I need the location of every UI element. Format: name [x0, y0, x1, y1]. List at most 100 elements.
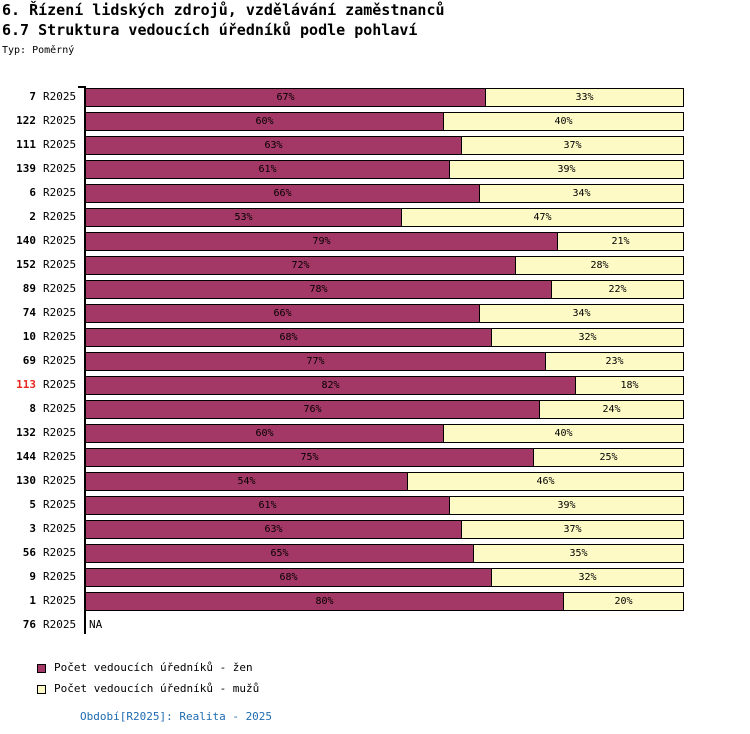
bar-segment-women[interactable]: 80% [85, 592, 564, 611]
chart-row[interactable]: 152 R2025 72% 28% [0, 254, 750, 278]
page-subtitle: 6.7 Struktura vedoucích úředníků podle p… [2, 21, 418, 39]
row-code-label: 130 [16, 474, 36, 487]
bar-segment-men[interactable]: 40% [443, 112, 684, 131]
row-code-label: 10 [22, 330, 36, 343]
chart-row[interactable]: 69 R2025 77% 23% [0, 350, 750, 374]
chart-row[interactable]: 3 R2025 63% 37% [0, 518, 750, 542]
bar-segment-men[interactable]: 46% [407, 472, 684, 491]
bar-segment-men[interactable]: 20% [563, 592, 684, 611]
row-period-label: R2025 [43, 498, 77, 511]
row-period-label: R2025 [43, 378, 77, 391]
bar-segment-women[interactable]: 68% [85, 568, 492, 587]
bar-segment-women[interactable]: 60% [85, 424, 444, 443]
chart-row[interactable]: 130 R2025 54% 46% [0, 470, 750, 494]
chart-row[interactable]: 113 R2025 82% 18% [0, 374, 750, 398]
legend-color-swatch [37, 685, 46, 694]
row-code-label: 122 [16, 114, 36, 127]
bar-segment-women[interactable]: 72% [85, 256, 516, 275]
bar-segment-women[interactable]: 54% [85, 472, 408, 491]
bar-segment-men[interactable]: 24% [539, 400, 684, 419]
bar-segment-men[interactable]: 37% [461, 520, 684, 539]
stacked-bar-track: 72% 28% [85, 256, 684, 275]
stacked-bar-track: 76% 24% [85, 400, 684, 419]
bar-segment-women[interactable]: 77% [85, 352, 546, 371]
bar-segment-women[interactable]: 63% [85, 136, 462, 155]
bar-segment-women[interactable]: 76% [85, 400, 540, 419]
bar-segment-women[interactable]: 82% [85, 376, 576, 395]
chart-row[interactable]: 76 R2025 NA [0, 614, 750, 638]
row-code-label: 69 [22, 354, 36, 367]
bar-segment-men[interactable]: 35% [473, 544, 684, 563]
row-period-label: R2025 [43, 90, 77, 103]
bar-segment-women[interactable]: 65% [85, 544, 474, 563]
chart-row[interactable]: 74 R2025 66% 34% [0, 302, 750, 326]
bar-segment-women[interactable]: 61% [85, 496, 450, 515]
bar-segment-men[interactable]: 32% [491, 568, 684, 587]
bar-segment-men[interactable]: 34% [479, 184, 684, 203]
bar-segment-women[interactable]: 78% [85, 280, 552, 299]
bar-segment-men[interactable]: 32% [491, 328, 684, 347]
row-code-label: 6 [29, 186, 36, 199]
row-period-label: R2025 [43, 138, 77, 151]
chart-row[interactable]: 10 R2025 68% 32% [0, 326, 750, 350]
bar-segment-women[interactable]: 63% [85, 520, 462, 539]
bar-segment-men[interactable]: 22% [551, 280, 684, 299]
chart-row[interactable]: 56 R2025 65% 35% [0, 542, 750, 566]
row-code-label: 7 [29, 90, 36, 103]
bar-segment-men[interactable]: 39% [449, 160, 684, 179]
bar-segment-men[interactable]: 37% [461, 136, 684, 155]
row-code-label: 132 [16, 426, 36, 439]
stacked-bar-track: 68% 32% [85, 568, 684, 587]
bar-segment-men[interactable]: 40% [443, 424, 684, 443]
row-code-label: 56 [22, 546, 36, 559]
page-title: 6. Řízení lidských zdrojů, vzdělávání za… [2, 1, 445, 19]
chart-row[interactable]: 144 R2025 75% 25% [0, 446, 750, 470]
row-period-label: R2025 [43, 162, 77, 175]
chart-row[interactable]: 111 R2025 63% 37% [0, 134, 750, 158]
chart-row[interactable]: 139 R2025 61% 39% [0, 158, 750, 182]
chart-row[interactable]: 122 R2025 60% 40% [0, 110, 750, 134]
chart-row[interactable]: 8 R2025 76% 24% [0, 398, 750, 422]
chart-row[interactable]: 140 R2025 79% 21% [0, 230, 750, 254]
bar-segment-women[interactable]: 75% [85, 448, 534, 467]
stacked-bar-track: 79% 21% [85, 232, 684, 251]
bar-segment-men[interactable]: 47% [401, 208, 684, 227]
bar-segment-men[interactable]: 21% [557, 232, 684, 251]
title-block: 6. Řízení lidských zdrojů, vzdělávání za… [0, 0, 750, 58]
bar-segment-men[interactable]: 23% [545, 352, 684, 371]
bar-segment-women[interactable]: 53% [85, 208, 402, 227]
row-code-label: 89 [22, 282, 36, 295]
stacked-bar-track: 66% 34% [85, 184, 684, 203]
bar-segment-women[interactable]: 79% [85, 232, 558, 251]
bar-segment-women[interactable]: 68% [85, 328, 492, 347]
chart-row[interactable]: 5 R2025 61% 39% [0, 494, 750, 518]
bar-segment-women[interactable]: 66% [85, 304, 480, 323]
row-period-label: R2025 [43, 426, 77, 439]
chart-row[interactable]: 132 R2025 60% 40% [0, 422, 750, 446]
chart-row[interactable]: 2 R2025 53% 47% [0, 206, 750, 230]
row-period-label: R2025 [43, 234, 77, 247]
bar-segment-men[interactable]: 28% [515, 256, 684, 275]
stacked-bar-track: 66% 34% [85, 304, 684, 323]
period-footnote: Období[R2025]: Realita - 2025 [80, 710, 273, 723]
row-period-label: R2025 [43, 210, 77, 223]
chart-row[interactable]: 89 R2025 78% 22% [0, 278, 750, 302]
chart-row[interactable]: 6 R2025 66% 34% [0, 182, 750, 206]
bar-segment-men[interactable]: 39% [449, 496, 684, 515]
stacked-bar-track: 53% 47% [85, 208, 684, 227]
bar-segment-men[interactable]: 18% [575, 376, 684, 395]
chart-row[interactable]: 9 R2025 68% 32% [0, 566, 750, 590]
bar-segment-men[interactable]: 33% [485, 88, 684, 107]
bar-segment-women[interactable]: 60% [85, 112, 444, 131]
stacked-bar-track: 80% 20% [85, 592, 684, 611]
bar-segment-women[interactable]: 61% [85, 160, 450, 179]
bar-segment-men[interactable]: 25% [533, 448, 684, 467]
chart-row[interactable]: 1 R2025 80% 20% [0, 590, 750, 614]
bar-segment-men[interactable]: 34% [479, 304, 684, 323]
bar-segment-women[interactable]: 67% [85, 88, 486, 107]
row-period-label: R2025 [43, 618, 77, 631]
chart-row[interactable]: 7 R2025 67% 33% [0, 86, 750, 110]
stacked-bar-track: 77% 23% [85, 352, 684, 371]
row-code-label: 140 [16, 234, 36, 247]
bar-segment-women[interactable]: 66% [85, 184, 480, 203]
